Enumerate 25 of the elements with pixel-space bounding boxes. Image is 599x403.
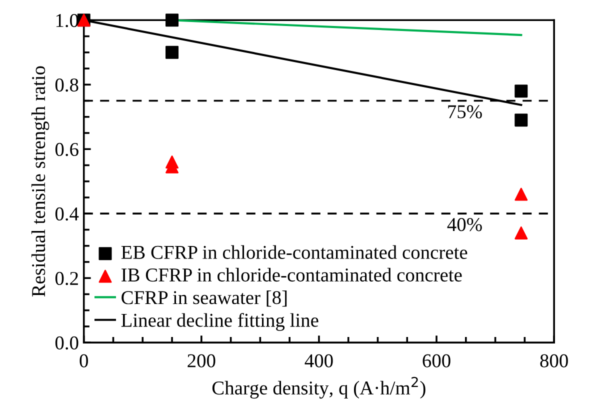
y-tick-label: 0.8 [55,78,78,92]
y-tick-label: 0.6 [55,142,78,156]
legend-label: EB CFRP in chloride-contaminated concrete [121,245,468,259]
point [166,14,179,27]
ref-line-label: 75% [448,105,482,118]
y-axis-title: Residual tensile strength ratio [31,66,50,297]
point [514,226,528,240]
legend-label: Linear decline fitting line [121,312,318,331]
legend-label: IB CFRP in chloride-contaminated concrete [122,268,462,282]
x-tick-label: 200 [188,354,216,368]
point [514,188,528,201]
point [166,46,179,59]
point [514,114,528,127]
point [514,84,528,98]
x-tick-label: 400 [304,354,333,368]
x-tick-label: 600 [422,354,450,368]
x-tick-label: 800 [540,354,568,368]
y-tick-label: 0.0 [55,336,78,350]
y-tick-label: 1.0 [56,14,78,28]
y-tick-label: 0.2 [55,272,78,286]
x-axis-title: Charge density, q (A·h/m$^{2}$) [212,376,426,399]
legend-label: CFRP in seawater [8] [122,290,287,307]
y-tick-label: 0.4 [55,207,79,221]
x-tick-label: 0 [80,354,88,368]
ref-line-label: 40% [447,218,482,232]
